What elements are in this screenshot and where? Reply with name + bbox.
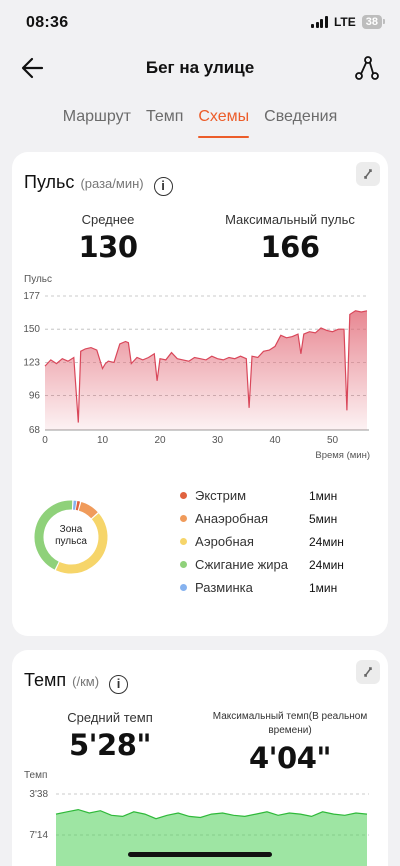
x-axis-label: Время (мин) — [315, 450, 370, 461]
max-pace-label: Максимальный темп(В реальном времени) — [212, 711, 368, 736]
donut-segment — [34, 500, 108, 574]
donut-segment — [34, 500, 108, 574]
legend-item: Сжигание жира 24мин — [180, 553, 344, 576]
zone-dot — [180, 538, 187, 545]
zone-dot — [180, 492, 187, 499]
pulse-chart: Пульс 177 150 123 96 68 0 10 20 30 40 50 Время (мин) — [12, 270, 388, 470]
tab-bar: Маршрут Темп Схемы Сведения — [0, 108, 400, 138]
signal-icon — [311, 16, 328, 28]
pulse-card: Пульс (раза/мин) i Среднее 130 Максималь… — [12, 152, 388, 636]
zone-name: Сжигание жира — [195, 557, 289, 572]
pulse-line — [44, 310, 368, 423]
share-button[interactable] — [352, 54, 382, 82]
zone-time: 5мин — [309, 511, 338, 526]
zone-time: 24мин — [309, 534, 344, 549]
average-label: Среднее — [81, 212, 135, 227]
heart-zone-donut: Зона пульса — [32, 498, 110, 576]
expand-button[interactable] — [356, 660, 380, 684]
tab-pace[interactable]: Темп — [145, 108, 184, 125]
pace-unit: (/км) — [72, 674, 100, 689]
zone-time: 24мин — [309, 557, 344, 572]
pace-average: Средний темп 5'28" — [58, 710, 162, 762]
home-indicator — [128, 852, 272, 857]
share-icon — [355, 56, 379, 80]
tab-route[interactable]: Маршрут — [62, 108, 131, 125]
zone-time: 1мин — [309, 488, 338, 503]
zone-name: Экстрим — [195, 488, 247, 503]
zone-name: Разминка — [195, 580, 253, 595]
average-pace-label: Средний темп — [67, 710, 153, 725]
back-button[interactable] — [18, 54, 48, 82]
donut-label-line1: Зона — [59, 524, 83, 535]
max-label: Максимальный пульс — [225, 212, 355, 227]
pace-line — [55, 808, 368, 820]
pulse-title: Пульс — [24, 172, 75, 192]
battery-icon: 38 — [361, 15, 386, 29]
zone-name: Аэробная — [195, 534, 254, 549]
average-value: 130 — [78, 230, 138, 264]
y-axis-label: Темп — [24, 770, 47, 781]
y-tick-label: 3'38 — [29, 789, 48, 800]
expand-button[interactable] — [356, 162, 380, 186]
zone-dot — [180, 584, 187, 591]
zone-time: 1мин — [309, 580, 338, 595]
y-axis-label: Пульс — [24, 274, 52, 285]
x-tick-label: 30 — [212, 435, 224, 446]
max-pace-value: 4'04" — [248, 741, 332, 775]
pace-title: Темп — [24, 670, 67, 690]
x-tick-label: 0 — [42, 435, 48, 446]
x-tick-label: 50 — [327, 435, 339, 446]
tab-details[interactable]: Сведения — [264, 108, 338, 125]
average-pace-value: 5'28" — [68, 728, 152, 762]
pulse-max: Максимальный пульс 166 — [218, 212, 362, 264]
legend-item: Анаэробная 5мин — [180, 507, 344, 530]
info-icon[interactable]: i — [153, 177, 173, 196]
pace-card: Темп (/км) i Средний темп 5'28" Максимал… — [12, 650, 388, 866]
tab-charts[interactable]: Схемы — [198, 108, 249, 138]
legend-item: Экстрим 1мин — [180, 484, 344, 507]
info-icon[interactable]: i — [109, 675, 129, 694]
donut-label-line2: пульса — [55, 536, 87, 547]
status-time: 08:36 — [26, 14, 69, 31]
zone-name: Анаэробная — [195, 511, 269, 526]
y-tick-label: 177 — [23, 291, 40, 302]
pace-max: Максимальный темп(В реальном времени) 4'… — [198, 710, 382, 775]
zone-dot — [180, 515, 187, 522]
x-tick-label: 20 — [154, 435, 166, 446]
network-label: LTE — [333, 15, 356, 29]
pulse-unit: (раза/мин) — [80, 176, 144, 191]
y-tick-label: 68 — [29, 425, 41, 436]
y-tick-label: 123 — [23, 357, 40, 368]
legend-item: Аэробная 24мин — [180, 530, 344, 553]
legend-item: Разминка 1мин — [180, 576, 344, 599]
status-bar: 08:36 LTE 38 — [0, 0, 400, 46]
y-tick-label: 150 — [23, 324, 40, 335]
expand-icon — [364, 169, 372, 179]
expand-icon — [364, 667, 372, 677]
pace-area — [56, 809, 367, 866]
x-tick-label: 40 — [269, 435, 281, 446]
zone-dot — [180, 561, 187, 568]
max-value: 166 — [260, 230, 320, 264]
arrow-left-icon — [21, 57, 44, 79]
y-tick-label: 96 — [29, 391, 41, 402]
x-tick-label: 10 — [97, 435, 109, 446]
zone-legend: Экстрим 1мин Анаэробная 5мин Аэробная 24мин… — [180, 484, 344, 599]
page-title: Бег на улице — [145, 58, 255, 77]
y-tick-label: 7'14 — [29, 830, 48, 841]
header: Бег на улице — [0, 48, 400, 88]
pulse-average: Среднее 130 — [66, 212, 150, 264]
pulse-area — [45, 310, 367, 430]
